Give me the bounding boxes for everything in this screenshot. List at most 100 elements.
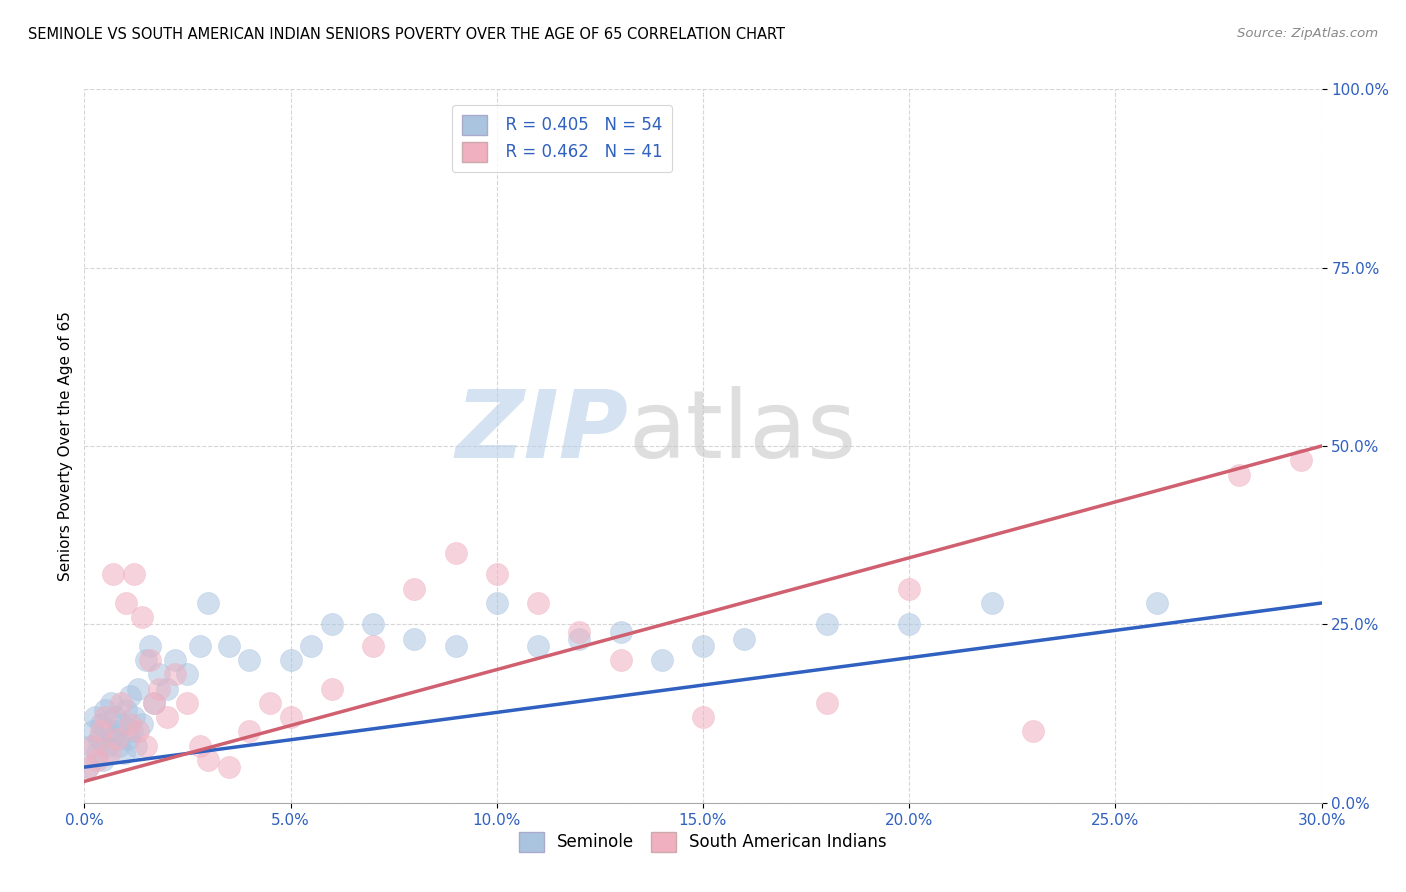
Point <box>444 639 467 653</box>
Point <box>122 567 145 582</box>
Point <box>898 617 921 632</box>
Point <box>651 653 673 667</box>
Point <box>568 624 591 639</box>
Point <box>692 710 714 724</box>
Point <box>361 639 384 653</box>
Point <box>609 653 631 667</box>
Point <box>79 739 101 753</box>
Point <box>404 582 426 596</box>
Point <box>404 632 426 646</box>
Point <box>121 724 143 739</box>
Point <box>96 739 118 753</box>
Point <box>77 760 100 774</box>
Point <box>77 760 100 774</box>
Point <box>114 596 136 610</box>
Point <box>122 710 145 724</box>
Text: SEMINOLE VS SOUTH AMERICAN INDIAN SENIORS POVERTY OVER THE AGE OF 65 CORRELATION: SEMINOLE VS SOUTH AMERICAN INDIAN SENIOR… <box>28 27 785 42</box>
Legend: Seminole, South American Indians: Seminole, South American Indians <box>512 825 894 859</box>
Point <box>127 724 149 739</box>
Point <box>127 681 149 696</box>
Point <box>118 689 141 703</box>
Point <box>131 717 153 731</box>
Point <box>82 724 104 739</box>
Point <box>143 696 166 710</box>
Point <box>105 724 128 739</box>
Point <box>197 753 219 767</box>
Point <box>444 546 467 560</box>
Text: ZIP: ZIP <box>456 385 628 478</box>
Point <box>485 596 508 610</box>
Point <box>114 703 136 717</box>
Point <box>110 717 132 731</box>
Y-axis label: Seniors Poverty Over the Age of 65: Seniors Poverty Over the Age of 65 <box>58 311 73 581</box>
Point <box>692 639 714 653</box>
Point <box>321 681 343 696</box>
Point <box>898 582 921 596</box>
Point <box>131 610 153 624</box>
Point <box>218 760 240 774</box>
Point <box>98 746 121 760</box>
Point <box>103 567 125 582</box>
Point <box>112 746 135 760</box>
Point <box>118 717 141 731</box>
Point <box>815 617 838 632</box>
Point <box>135 653 157 667</box>
Point <box>568 632 591 646</box>
Point <box>218 639 240 653</box>
Point <box>86 746 108 760</box>
Text: atlas: atlas <box>628 385 858 478</box>
Point <box>527 639 550 653</box>
Point <box>156 710 179 724</box>
Point <box>238 653 260 667</box>
Point <box>1022 724 1045 739</box>
Point <box>104 710 127 724</box>
Text: Source: ZipAtlas.com: Source: ZipAtlas.com <box>1237 27 1378 40</box>
Point <box>321 617 343 632</box>
Point <box>90 717 112 731</box>
Point <box>105 731 128 746</box>
Point <box>733 632 755 646</box>
Point <box>148 667 170 681</box>
Point <box>238 724 260 739</box>
Point <box>280 653 302 667</box>
Point <box>1289 453 1312 467</box>
Point <box>188 739 211 753</box>
Point <box>125 739 148 753</box>
Point <box>197 596 219 610</box>
Point <box>156 681 179 696</box>
Point <box>165 667 187 681</box>
Point <box>527 596 550 610</box>
Point <box>117 731 139 746</box>
Point <box>98 724 121 739</box>
Point <box>176 696 198 710</box>
Point <box>188 639 211 653</box>
Point <box>110 696 132 710</box>
Point <box>148 681 170 696</box>
Point <box>609 624 631 639</box>
Point <box>87 731 110 746</box>
Point <box>1146 596 1168 610</box>
Point <box>143 696 166 710</box>
Point <box>82 739 104 753</box>
Point <box>90 724 112 739</box>
Point <box>135 739 157 753</box>
Point <box>103 731 125 746</box>
Point <box>83 710 105 724</box>
Point <box>139 653 162 667</box>
Point <box>108 739 131 753</box>
Point <box>980 596 1002 610</box>
Point <box>139 639 162 653</box>
Point <box>815 696 838 710</box>
Point <box>176 667 198 681</box>
Point <box>259 696 281 710</box>
Point <box>280 710 302 724</box>
Point <box>94 710 117 724</box>
Point <box>94 703 117 717</box>
Point <box>485 567 508 582</box>
Point <box>86 753 108 767</box>
Point <box>165 653 187 667</box>
Point <box>1227 467 1250 482</box>
Point <box>299 639 322 653</box>
Point <box>100 696 122 710</box>
Point <box>91 753 114 767</box>
